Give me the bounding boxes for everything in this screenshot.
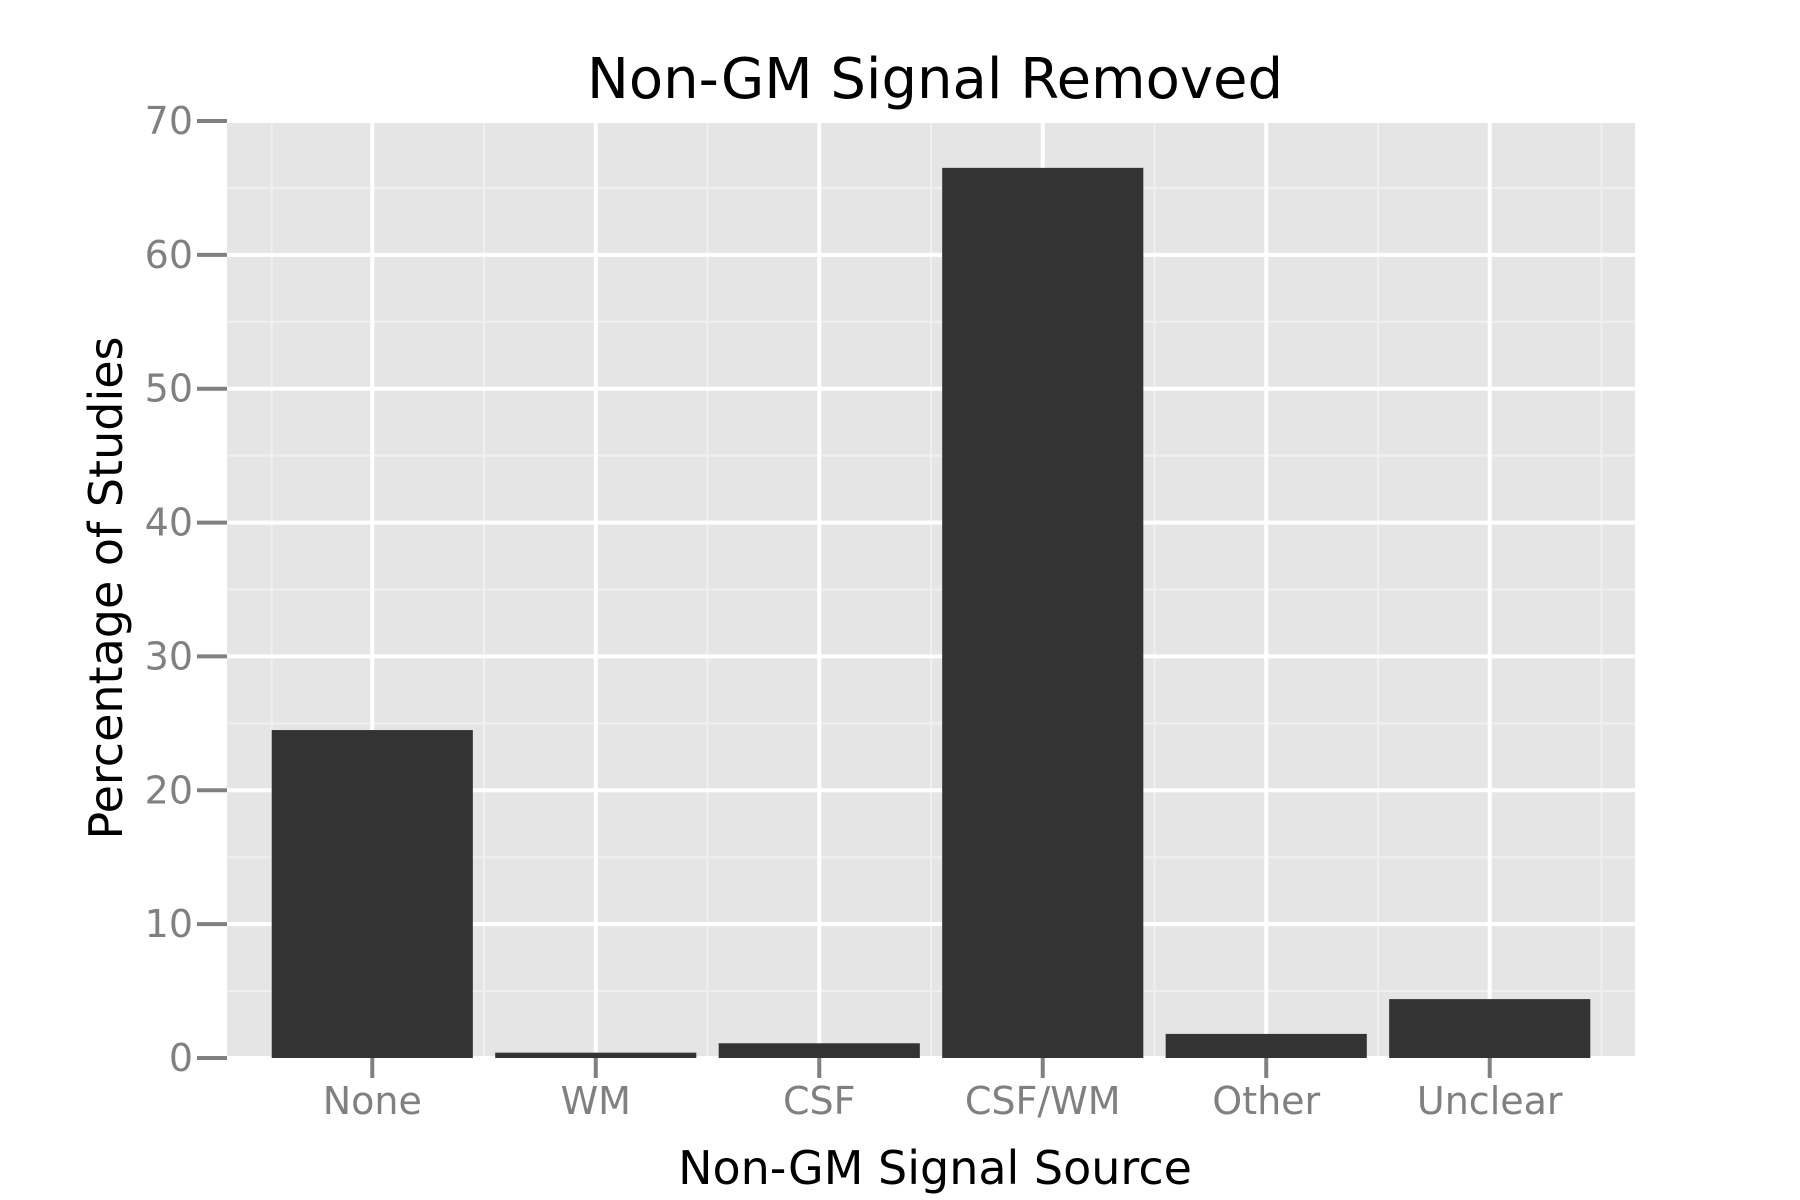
bar-wm [495, 1052, 697, 1058]
bar-none [271, 730, 473, 1058]
x-tick-label: WM [561, 1079, 631, 1123]
x-tick-label: Unclear [1417, 1079, 1563, 1123]
x-axis-ticks: None WM CSF CSF/WM Other Unclear [323, 1058, 1563, 1123]
y-axis-ticks: 0 10 20 30 40 50 60 70 [145, 99, 227, 1080]
y-axis-title: Percentage of Studies [79, 337, 133, 840]
chart-title: Non-GM Signal Removed [587, 47, 1283, 112]
bars [271, 167, 1591, 1059]
y-tick-label: 50 [145, 367, 193, 411]
bar-other [1165, 1033, 1367, 1058]
y-tick-label: 10 [145, 902, 193, 946]
bar-csf-wm [942, 167, 1144, 1059]
x-axis-title: Non-GM Signal Source [678, 1141, 1192, 1195]
y-tick-label: 20 [145, 768, 193, 812]
x-tick-label: None [323, 1079, 422, 1123]
y-tick-label: 60 [145, 233, 193, 277]
x-tick-label: CSF/WM [965, 1079, 1121, 1123]
y-tick-label: 70 [145, 99, 193, 143]
y-tick-label: 30 [145, 634, 193, 678]
minor-gridlines [227, 121, 1635, 1058]
x-tick-label: Other [1212, 1079, 1320, 1123]
bar-csf [718, 1043, 920, 1058]
x-tick-label: CSF [783, 1079, 856, 1123]
y-tick-label: 40 [145, 501, 193, 545]
bar-unclear [1389, 999, 1591, 1058]
y-tick-label: 0 [169, 1036, 193, 1080]
